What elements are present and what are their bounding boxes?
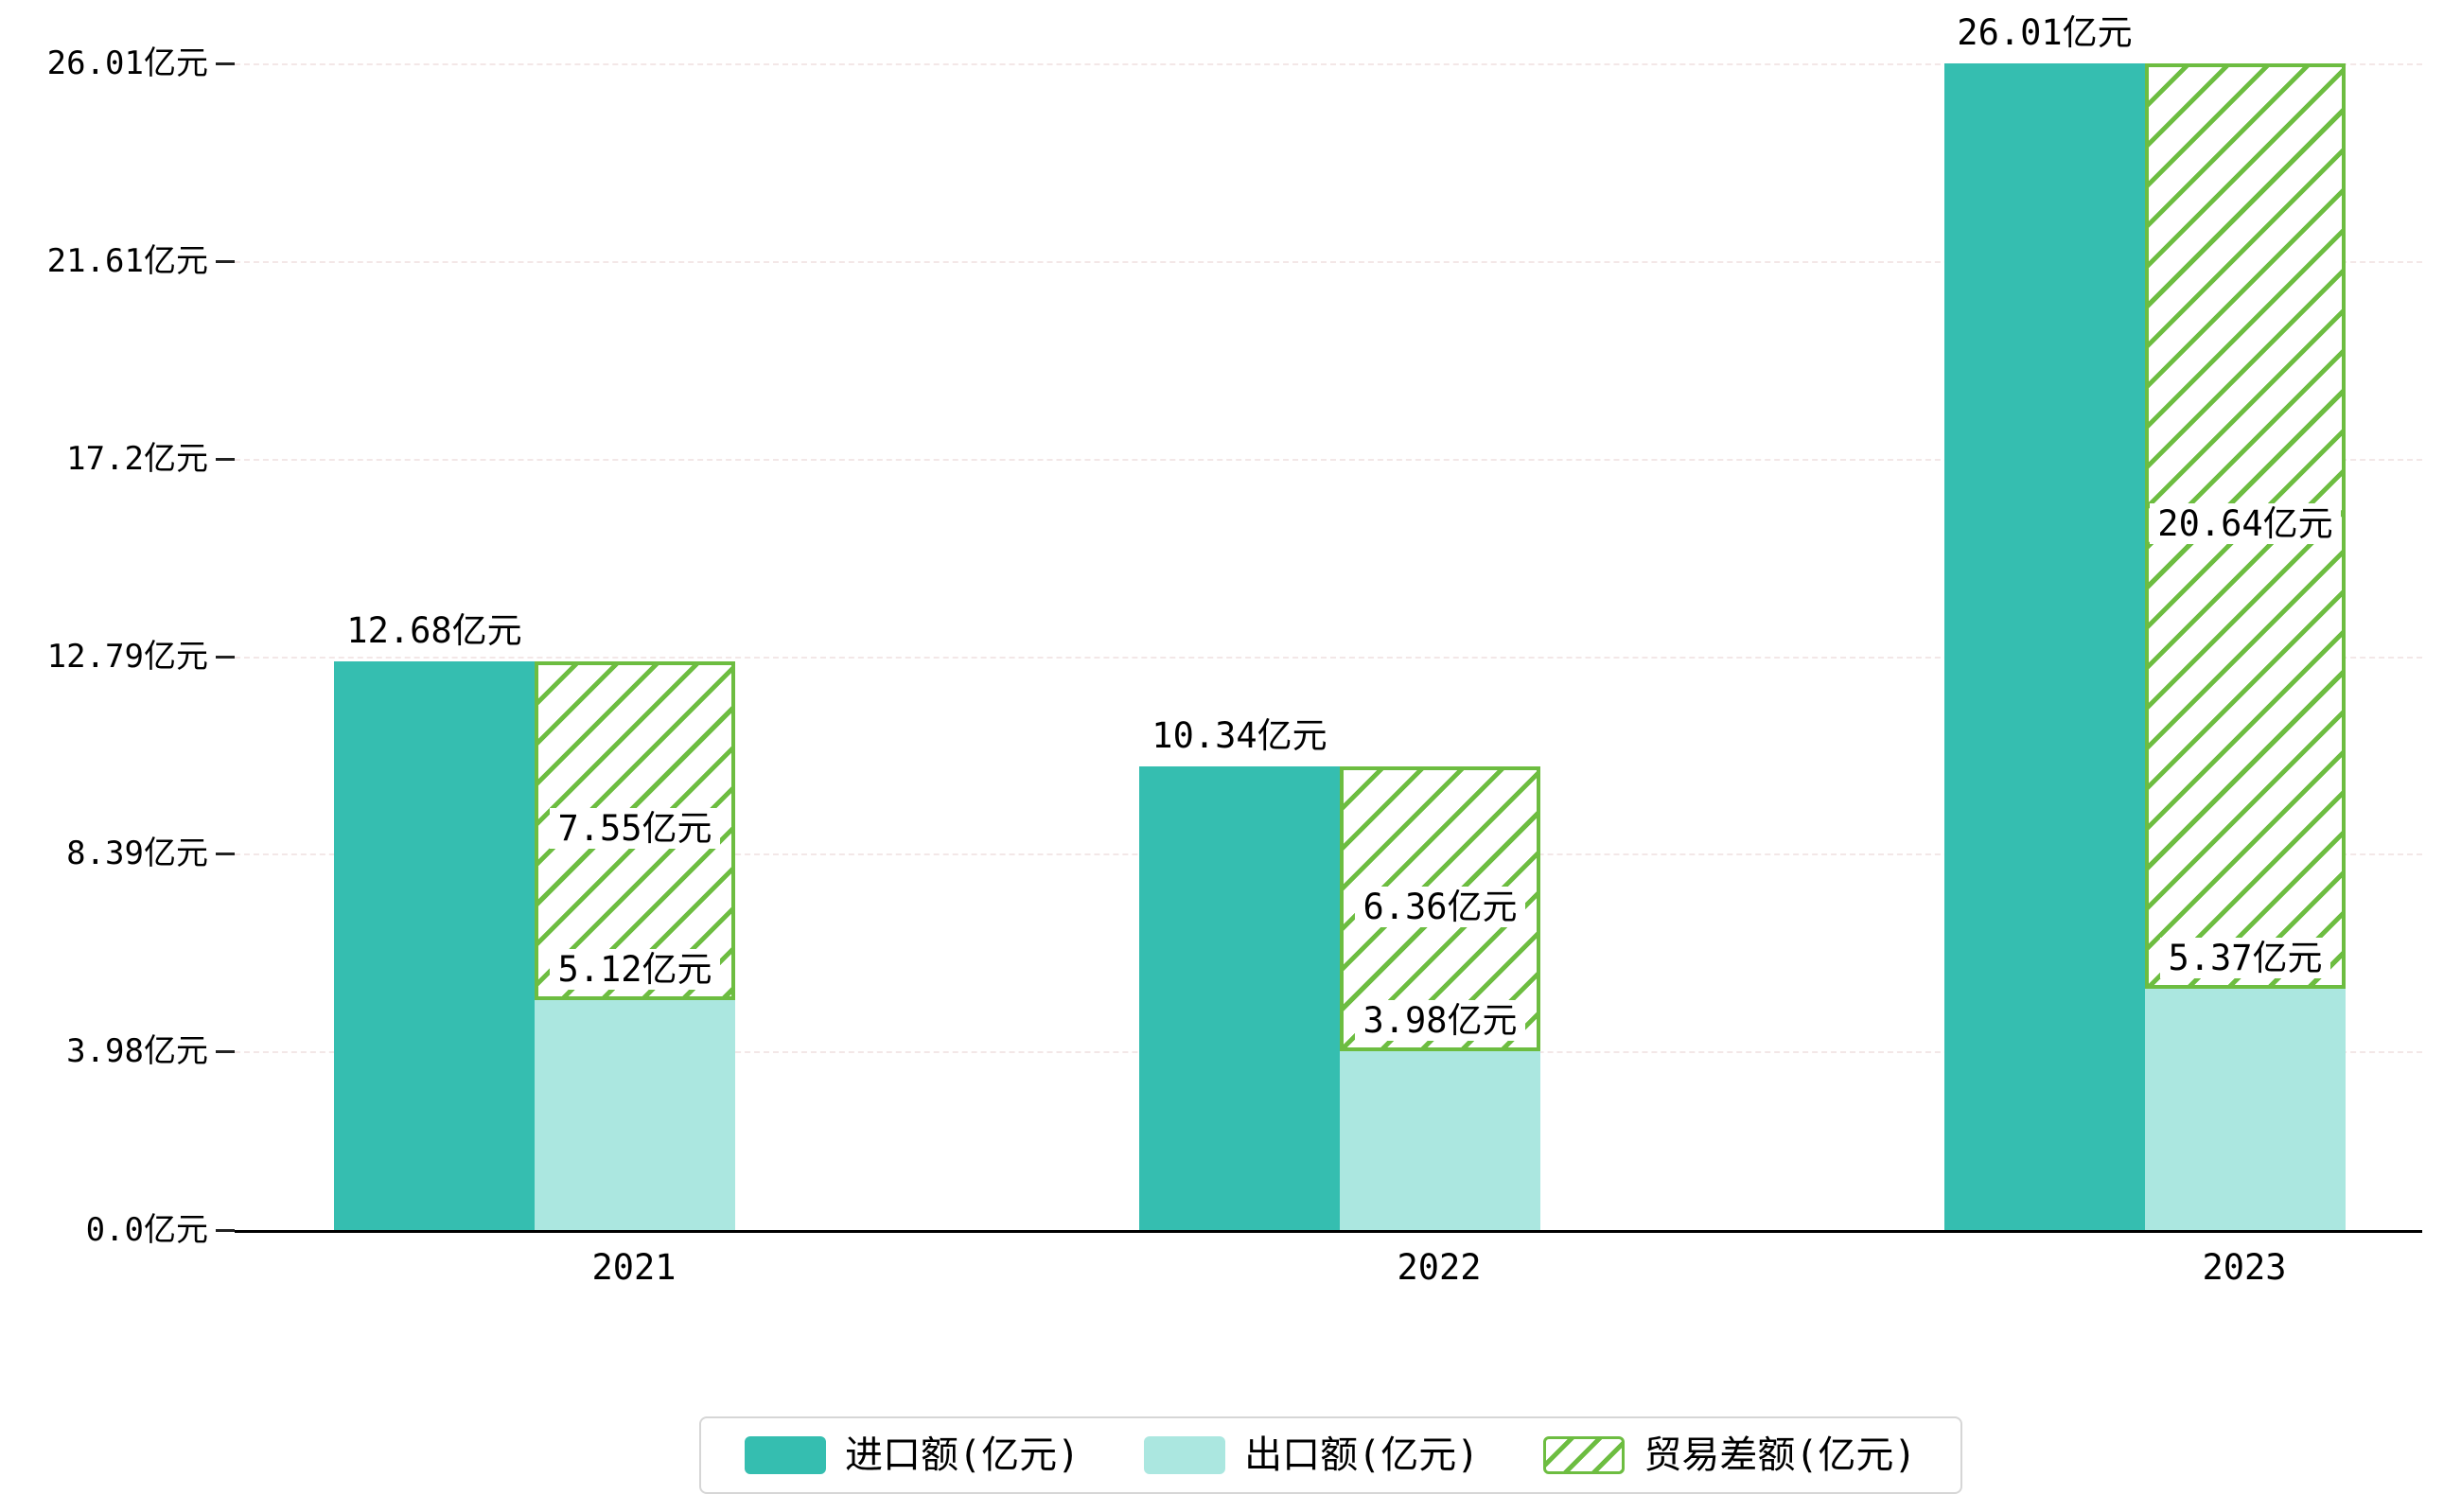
label-export-2023: 5.37亿元 bbox=[2047, 936, 2444, 981]
label-export-2023-text: 5.37亿元 bbox=[2160, 938, 2330, 979]
label-import-2022-text: 10.34亿元 bbox=[1144, 714, 1335, 756]
y-axis-tick-mark bbox=[216, 853, 235, 856]
y-axis-tick-mark bbox=[216, 1229, 235, 1232]
gridline bbox=[235, 63, 2422, 65]
x-axis-label-2021: 2021 bbox=[591, 1247, 677, 1288]
x-axis-label-2023: 2023 bbox=[2202, 1247, 2287, 1288]
label-import-2021-text: 12.68亿元 bbox=[339, 609, 530, 651]
legend-item-export[interactable]: 出口额(亿元) bbox=[1144, 1433, 1479, 1478]
gridline bbox=[235, 656, 2422, 659]
legend-swatch-trade-balance-icon bbox=[1543, 1436, 1626, 1474]
legend-label-import: 进口额(亿元) bbox=[845, 1433, 1081, 1477]
legend-swatch-import-icon bbox=[745, 1436, 826, 1474]
label-import-2023-text: 26.01亿元 bbox=[1949, 12, 2140, 53]
x-axis-line bbox=[235, 1230, 2422, 1233]
label-trade-balance-2022-text: 6.36亿元 bbox=[1355, 886, 1525, 927]
label-import-2023: 26.01亿元 bbox=[1846, 10, 2243, 56]
label-import-2021: 12.68亿元 bbox=[236, 608, 633, 654]
y-axis-label: 3.98亿元 bbox=[66, 1032, 208, 1071]
y-axis-tick-mark bbox=[216, 62, 235, 65]
y-axis-label: 8.39亿元 bbox=[66, 835, 208, 873]
gridline bbox=[235, 458, 2422, 461]
label-export-2022: 3.98亿元 bbox=[1241, 998, 1639, 1044]
y-axis-tick-mark bbox=[216, 1050, 235, 1054]
y-axis-label: 12.79亿元 bbox=[46, 637, 208, 676]
x-axis-label-2022: 2022 bbox=[1397, 1247, 1482, 1288]
gridline bbox=[235, 260, 2422, 263]
legend-label-trade-balance: 贸易差额(亿元) bbox=[1644, 1433, 1917, 1477]
legend: 进口额(亿元) 出口额(亿元) 贸易差额(亿元) bbox=[699, 1416, 1962, 1494]
label-trade-balance-2022: 6.36亿元 bbox=[1241, 885, 1639, 930]
y-axis-label: 21.61亿元 bbox=[46, 241, 208, 280]
bar-import-2023 bbox=[1944, 63, 2145, 1230]
y-axis-tick-mark bbox=[216, 457, 235, 461]
bar-import-2021 bbox=[334, 660, 535, 1230]
legend-swatch-export-icon bbox=[1144, 1436, 1226, 1474]
label-trade-balance-2023: 20.64亿元 bbox=[2047, 501, 2444, 547]
label-export-2021: 5.12亿元 bbox=[436, 947, 834, 993]
bar-export-2022 bbox=[1340, 1051, 1540, 1230]
legend-label-export: 出口额(亿元) bbox=[1244, 1433, 1480, 1477]
label-export-2021-text: 5.12亿元 bbox=[550, 949, 720, 991]
y-axis-tick-mark bbox=[216, 655, 235, 659]
label-export-2022-text: 3.98亿元 bbox=[1355, 1000, 1525, 1042]
y-axis-label: 26.01亿元 bbox=[46, 44, 208, 82]
label-import-2022: 10.34亿元 bbox=[1041, 713, 1438, 759]
label-trade-balance-2021: 7.55亿元 bbox=[436, 806, 834, 852]
label-trade-balance-2023-text: 20.64亿元 bbox=[2150, 503, 2341, 545]
bar-import-2022 bbox=[1139, 765, 1340, 1230]
y-axis-label: 17.2亿元 bbox=[66, 439, 208, 478]
legend-item-trade-balance[interactable]: 贸易差额(亿元) bbox=[1543, 1433, 1917, 1478]
legend-item-import[interactable]: 进口额(亿元) bbox=[745, 1433, 1080, 1478]
bar-export-2021 bbox=[535, 1000, 735, 1230]
bar-export-2023 bbox=[2145, 989, 2346, 1230]
y-axis-label: 0.0亿元 bbox=[85, 1211, 208, 1249]
y-axis-tick-mark bbox=[216, 259, 235, 263]
label-trade-balance-2021-text: 7.55亿元 bbox=[550, 808, 720, 850]
